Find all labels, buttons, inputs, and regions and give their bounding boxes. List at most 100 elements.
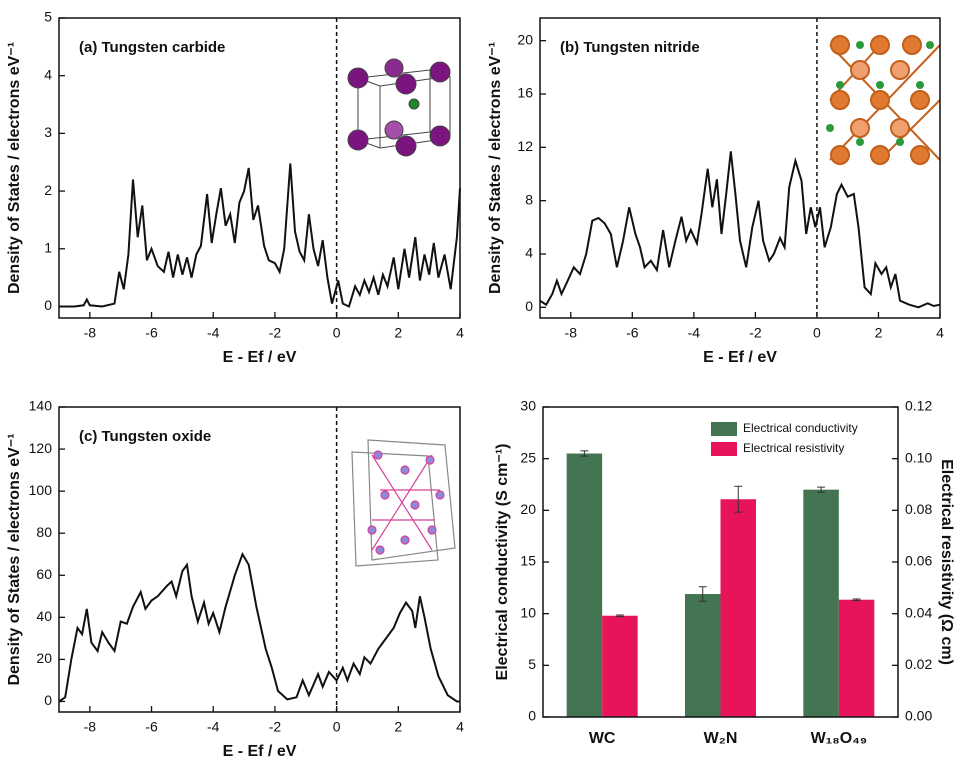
legend-label: Electrical conductivity	[743, 421, 858, 435]
panel-title: (b) Tungsten nitride	[560, 39, 700, 56]
y-tick-label: 30	[520, 398, 536, 414]
dos-line	[59, 163, 461, 308]
x-tick-label: -2	[269, 719, 282, 735]
x-axis-label: E - Ef / eV	[223, 349, 297, 366]
bar	[838, 599, 875, 717]
inset-oxide	[351, 439, 456, 567]
x-tick-label: -8	[84, 325, 97, 341]
x-tick-label: 0	[333, 325, 341, 341]
y-tick-label: 140	[29, 398, 53, 414]
y-tick-label: 15	[520, 553, 536, 569]
y-axis-label: Density of States / electrons eV⁻¹	[6, 433, 23, 685]
y-tick-label: 4	[44, 66, 52, 82]
y-tick-label: 0	[44, 692, 52, 708]
y-tick-label: 120	[29, 440, 53, 456]
y-tick-label: 5	[528, 656, 536, 672]
panel-title: (a) Tungsten carbide	[79, 39, 225, 56]
y-tick-label: 16	[517, 85, 533, 101]
error-bar	[615, 614, 624, 618]
x-tick-label: -6	[145, 325, 158, 341]
y-tick-label: 12	[517, 138, 533, 154]
legend-swatch	[711, 442, 737, 456]
y2-tick-label: 0.10	[905, 449, 932, 465]
x-tick-label: -8	[84, 719, 97, 735]
x-tick-label: -6	[145, 719, 158, 735]
x-tick-label: 4	[456, 325, 464, 341]
dos-line	[58, 551, 460, 703]
x-tick-label: -4	[207, 719, 220, 735]
panel-title: (c) Tungsten oxide	[79, 428, 211, 445]
y-tick-label: 20	[517, 31, 533, 47]
x-axis-label: E - Ef / eV	[703, 349, 777, 366]
y-tick-label: 4	[525, 245, 533, 261]
y2-tick-label: 0.02	[905, 656, 932, 672]
bar	[685, 594, 721, 717]
error-bar	[852, 598, 861, 601]
x-tick-label: 4	[936, 325, 944, 341]
x-tick-label: 2	[394, 719, 402, 735]
y-tick-label: 20	[36, 650, 52, 666]
x-tick-label: 4	[456, 719, 464, 735]
error-bar	[817, 486, 826, 493]
y-tick-label: 80	[36, 524, 52, 540]
x-tick-label: 2	[394, 325, 402, 341]
x-tick-label: -4	[688, 325, 701, 341]
y-tick-label: 8	[525, 191, 533, 207]
panel: 0 4 8 12 16 20 Density of States / electrons e…	[487, 17, 944, 366]
x-tick-label: -2	[269, 325, 282, 341]
y-axis-label: Electrical conductivity (S cm⁻¹)	[494, 444, 511, 681]
x-tick-label: 0	[813, 325, 821, 341]
plot-frame	[539, 17, 941, 319]
y-tick-label: 0	[525, 298, 533, 314]
panel: 0 5 10 15 20 25 30 Electrical conductivity (S c…	[494, 398, 955, 748]
x-tick-label: -6	[626, 325, 639, 341]
x-tick-label: W₂N	[704, 730, 738, 747]
error-bar	[580, 450, 589, 457]
y2-tick-label: 0.00	[905, 708, 932, 724]
x-tick-label: -8	[565, 325, 578, 341]
y-tick-label: 10	[520, 604, 536, 620]
x-tick-label: -2	[749, 325, 762, 341]
y-axis-label: Density of States / electrons eV⁻¹	[487, 42, 504, 294]
y-tick-label: 0	[528, 708, 536, 724]
plot-frame	[58, 17, 461, 319]
y2-axis-label: Electrical resistivity (Ω cm)	[938, 459, 955, 665]
y2-tick-label: 0.04	[905, 604, 932, 620]
inset-carbide	[347, 58, 451, 157]
plot-frame	[58, 406, 461, 713]
y-tick-label: 2	[44, 182, 52, 198]
x-tick-label: W₁₈O₄₉	[811, 730, 867, 747]
error-bar	[734, 485, 743, 513]
y-tick-label: 40	[36, 608, 52, 624]
y-tick-label: 1	[44, 239, 52, 255]
x-tick-label: 0	[333, 719, 341, 735]
y-tick-label: 100	[29, 482, 53, 498]
legend-swatch	[711, 422, 737, 436]
bar	[602, 615, 638, 717]
y-tick-label: 20	[520, 501, 536, 517]
x-tick-label: -4	[207, 325, 220, 341]
legend-label: Electrical resistivity	[743, 441, 844, 455]
panel: 0 1 2 3 4 5 Density of States / electrons eV⁻¹…	[6, 9, 464, 367]
y-tick-label: 5	[44, 9, 52, 25]
y2-tick-label: 0.08	[905, 501, 932, 517]
inset-nitride	[826, 35, 941, 165]
bar	[803, 489, 839, 717]
y-axis-label: Density of States / electrons eV⁻¹	[6, 42, 23, 294]
plot-frame	[542, 406, 899, 718]
y-tick-label: 60	[36, 566, 52, 582]
dos-line	[539, 151, 941, 309]
y-tick-label: 0	[44, 297, 52, 313]
x-axis-label: E - Ef / eV	[223, 743, 297, 760]
error-bar	[698, 586, 707, 602]
y-tick-label: 25	[520, 449, 536, 465]
x-tick-label: WC	[589, 730, 616, 747]
bar	[720, 499, 756, 717]
bar	[566, 453, 603, 717]
y-tick-label: 3	[44, 124, 52, 140]
y2-tick-label: 0.12	[905, 398, 932, 414]
y2-tick-label: 0.06	[905, 553, 932, 569]
